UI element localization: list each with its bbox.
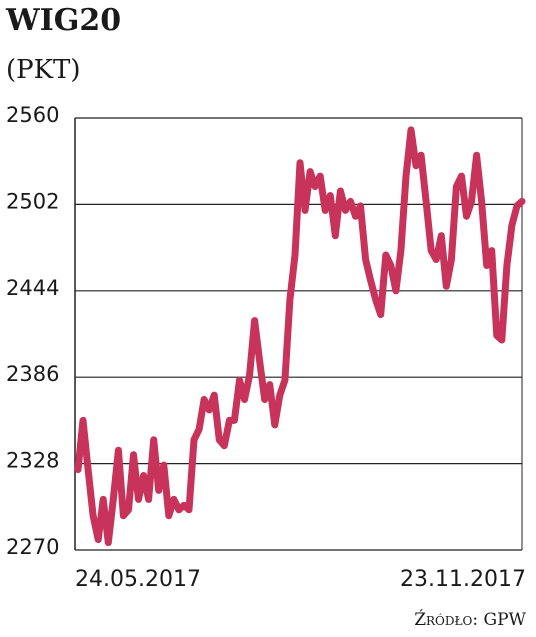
x-tick-label: 24.05.2017	[75, 567, 201, 592]
source: Źródło: GPW	[414, 609, 526, 630]
chart-subtitle: (PKT)	[6, 55, 81, 85]
y-tick-label: 2444	[6, 276, 59, 300]
line-series	[74, 126, 526, 547]
y-tick-label: 2560	[6, 103, 59, 127]
y-tick-label: 2502	[6, 189, 59, 213]
y-tick-label: 2270	[6, 535, 59, 559]
y-tick-label: 2386	[6, 362, 59, 386]
chart-title: WIG20	[5, 3, 121, 38]
x-tick-label: 23.11.2017	[400, 567, 526, 592]
y-tick-label: 2328	[6, 449, 59, 473]
